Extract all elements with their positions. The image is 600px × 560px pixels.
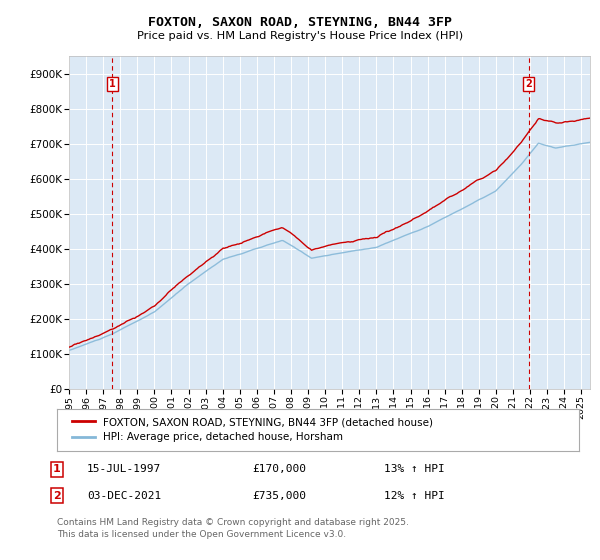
Text: Price paid vs. HM Land Registry's House Price Index (HPI): Price paid vs. HM Land Registry's House … (137, 31, 463, 41)
Text: 13% ↑ HPI: 13% ↑ HPI (384, 464, 445, 474)
Text: £735,000: £735,000 (252, 491, 306, 501)
Text: 15-JUL-1997: 15-JUL-1997 (87, 464, 161, 474)
Text: 12% ↑ HPI: 12% ↑ HPI (384, 491, 445, 501)
Text: 03-DEC-2021: 03-DEC-2021 (87, 491, 161, 501)
Text: 1: 1 (53, 464, 61, 474)
Text: Contains HM Land Registry data © Crown copyright and database right 2025.
This d: Contains HM Land Registry data © Crown c… (57, 518, 409, 539)
Text: FOXTON, SAXON ROAD, STEYNING, BN44 3FP: FOXTON, SAXON ROAD, STEYNING, BN44 3FP (148, 16, 452, 29)
Text: 1: 1 (109, 79, 116, 89)
Text: 2: 2 (525, 79, 532, 89)
Text: 2: 2 (53, 491, 61, 501)
Text: £170,000: £170,000 (252, 464, 306, 474)
Legend: FOXTON, SAXON ROAD, STEYNING, BN44 3FP (detached house), HPI: Average price, det: FOXTON, SAXON ROAD, STEYNING, BN44 3FP (… (67, 413, 437, 446)
